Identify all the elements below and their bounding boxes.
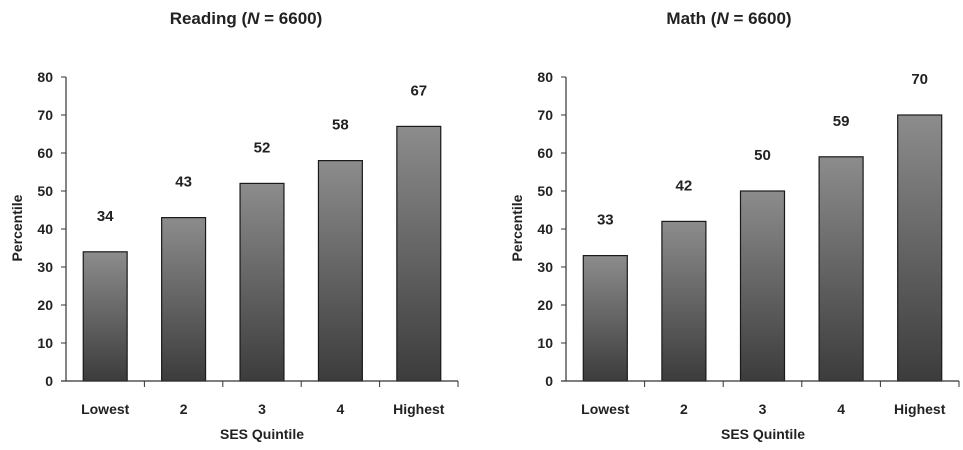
reading-chart-svg: Reading (N = 6600) Percentile SES Quinti… <box>9 9 459 442</box>
y-tick-label: 80 <box>37 69 53 85</box>
reading-chart: Reading (N = 6600) Percentile SES Quinti… <box>0 0 480 445</box>
y-tick-label: 70 <box>537 107 553 123</box>
data-label: 42 <box>676 177 693 194</box>
y-axis-title: Percentile <box>9 194 25 261</box>
bar <box>82 251 128 382</box>
x-tick-label: Highest <box>393 401 445 417</box>
bar <box>739 190 786 382</box>
x-tick-label: Highest <box>894 401 946 417</box>
data-labels: 34 43 52 58 67 <box>97 82 427 224</box>
data-label: 34 <box>97 208 114 225</box>
x-tick-label: 2 <box>680 401 688 417</box>
y-tick-label: 10 <box>37 335 53 351</box>
y-tick-label: 60 <box>537 145 553 161</box>
y-tick-label: 40 <box>537 221 553 237</box>
data-label: 50 <box>754 147 771 164</box>
x-tick-label: 4 <box>337 401 345 417</box>
bars <box>82 125 442 382</box>
y-tick-label: 10 <box>537 335 553 351</box>
chart-title: Reading (N = 6600) <box>170 9 323 28</box>
math-chart: Math (N = 6600) Percentile SES Quintile … <box>483 0 963 445</box>
data-label: 59 <box>833 113 850 130</box>
x-axis-categories: Lowest 2 3 4 Highest <box>581 401 946 417</box>
y-axis-title: Percentile <box>509 194 525 261</box>
data-label: 33 <box>597 212 614 229</box>
y-tick-label: 30 <box>537 259 553 275</box>
bar <box>818 156 864 382</box>
math-chart-svg: Math (N = 6600) Percentile SES Quintile … <box>509 9 960 442</box>
x-axis-title: SES Quintile <box>220 426 304 442</box>
bar <box>582 255 628 382</box>
bar <box>897 114 943 382</box>
data-label: 58 <box>332 117 349 134</box>
y-tick-label: 50 <box>537 183 553 199</box>
y-tick-label: 0 <box>45 373 53 389</box>
y-tick-label: 20 <box>537 297 553 313</box>
y-tick-label: 60 <box>37 145 53 161</box>
bars <box>582 114 943 382</box>
y-tick-label: 20 <box>37 297 53 313</box>
y-tick-label: 50 <box>37 183 53 199</box>
x-axis-title: SES Quintile <box>721 426 805 442</box>
y-tick-label: 30 <box>37 259 53 275</box>
bar <box>239 182 285 382</box>
x-tick-label: Lowest <box>581 401 630 417</box>
y-tick-label: 0 <box>545 373 553 389</box>
bar <box>317 160 363 382</box>
bar <box>661 220 707 382</box>
axes <box>61 77 459 387</box>
bar <box>396 125 442 382</box>
x-tick-label: 3 <box>258 401 266 417</box>
x-tick-label: 3 <box>759 401 767 417</box>
y-axis-ticks: 0 10 20 30 40 50 60 70 80 <box>37 69 66 389</box>
x-tick-label: 4 <box>837 401 845 417</box>
bar <box>161 217 207 382</box>
x-tick-label: 2 <box>180 401 188 417</box>
data-label: 67 <box>410 82 427 99</box>
chart-title: Math (N = 6600) <box>666 9 791 28</box>
y-tick-label: 40 <box>37 221 53 237</box>
data-labels: 33 42 50 59 70 <box>597 71 928 229</box>
data-label: 52 <box>254 139 271 156</box>
x-tick-label: Lowest <box>81 401 130 417</box>
data-label: 43 <box>175 174 192 191</box>
y-tick-label: 70 <box>37 107 53 123</box>
axes <box>561 77 960 387</box>
x-axis-categories: Lowest 2 3 4 Highest <box>81 401 445 417</box>
y-tick-label: 80 <box>537 69 553 85</box>
y-axis-ticks: 0 10 20 30 40 50 60 70 80 <box>537 69 566 389</box>
data-label: 70 <box>911 71 928 88</box>
